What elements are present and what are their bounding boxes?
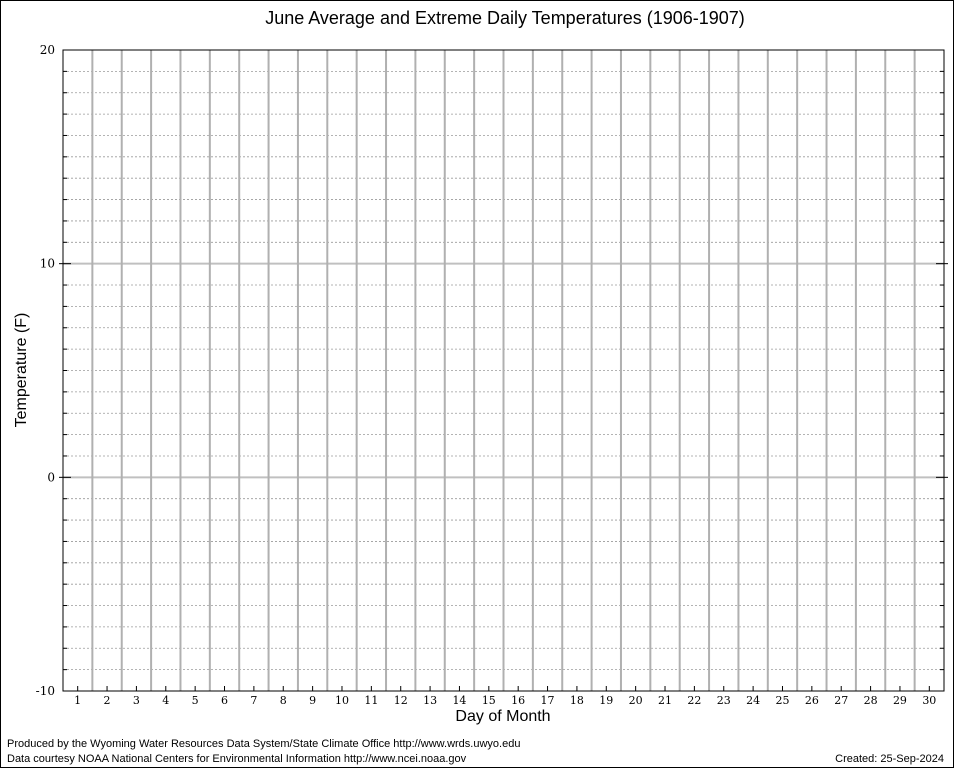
x-tick-label: 15 — [482, 694, 496, 707]
y-tick-label: -10 — [36, 684, 55, 698]
x-tick-label: 7 — [250, 694, 257, 707]
x-tick-label: 18 — [570, 694, 584, 707]
x-tick-label: 14 — [452, 694, 466, 707]
footer-created: Created: 25-Sep-2024 — [835, 753, 944, 765]
x-tick-label: 12 — [394, 694, 408, 707]
x-axis-label: Day of Month — [455, 708, 550, 725]
x-tick-label: 24 — [746, 694, 760, 707]
x-tick-label: 17 — [541, 694, 555, 707]
y-axis-label: Temperature (F) — [13, 313, 30, 428]
x-tick-label: 22 — [687, 694, 701, 707]
x-tick-label: 6 — [221, 694, 228, 707]
x-tick-label: 2 — [104, 694, 111, 707]
x-tick-label: 13 — [423, 694, 437, 707]
x-tick-label: 29 — [893, 694, 907, 707]
x-tick-label: 5 — [192, 694, 199, 707]
x-tick-label: 26 — [805, 694, 819, 707]
x-tick-label: 21 — [658, 694, 672, 707]
x-tick-label: 4 — [162, 694, 169, 707]
x-tick-label: 28 — [864, 694, 878, 707]
y-tick-label: 0 — [47, 470, 55, 484]
x-tick-label: 27 — [834, 694, 848, 707]
y-tick-label: 20 — [40, 43, 55, 57]
x-tick-label: 11 — [364, 694, 378, 707]
x-tick-label: 1 — [74, 694, 81, 707]
x-tick-label: 20 — [629, 694, 643, 707]
x-tick-label: 16 — [511, 694, 525, 707]
x-tick-label: 10 — [335, 694, 349, 707]
x-tick-label: 3 — [133, 694, 140, 707]
x-tick-label: 30 — [922, 694, 936, 707]
axis-ticks — [59, 70, 948, 691]
y-tick-label: 10 — [40, 257, 55, 271]
day-gridlines — [91, 50, 916, 691]
y-tick-labels: -10 0 10 20 — [36, 43, 55, 698]
x-tick-label: 19 — [599, 694, 613, 707]
x-tick-label: 23 — [717, 694, 731, 707]
footer-data-courtesy: Data courtesy NOAA National Centers for … — [7, 753, 467, 765]
footer-produced-by: Produced by the Wyoming Water Resources … — [7, 738, 521, 750]
x-tick-labels: 1 2 3 4 5 6 7 8 9 10 11 12 13 14 15 16 17 18 19 20 21 22 23 24 2… — [74, 694, 936, 707]
x-tick-label: 25 — [775, 694, 789, 707]
x-tick-label: 9 — [309, 694, 316, 707]
chart-title: June Average and Extreme Daily Temperatu… — [265, 8, 745, 28]
x-tick-label: 8 — [280, 694, 287, 707]
